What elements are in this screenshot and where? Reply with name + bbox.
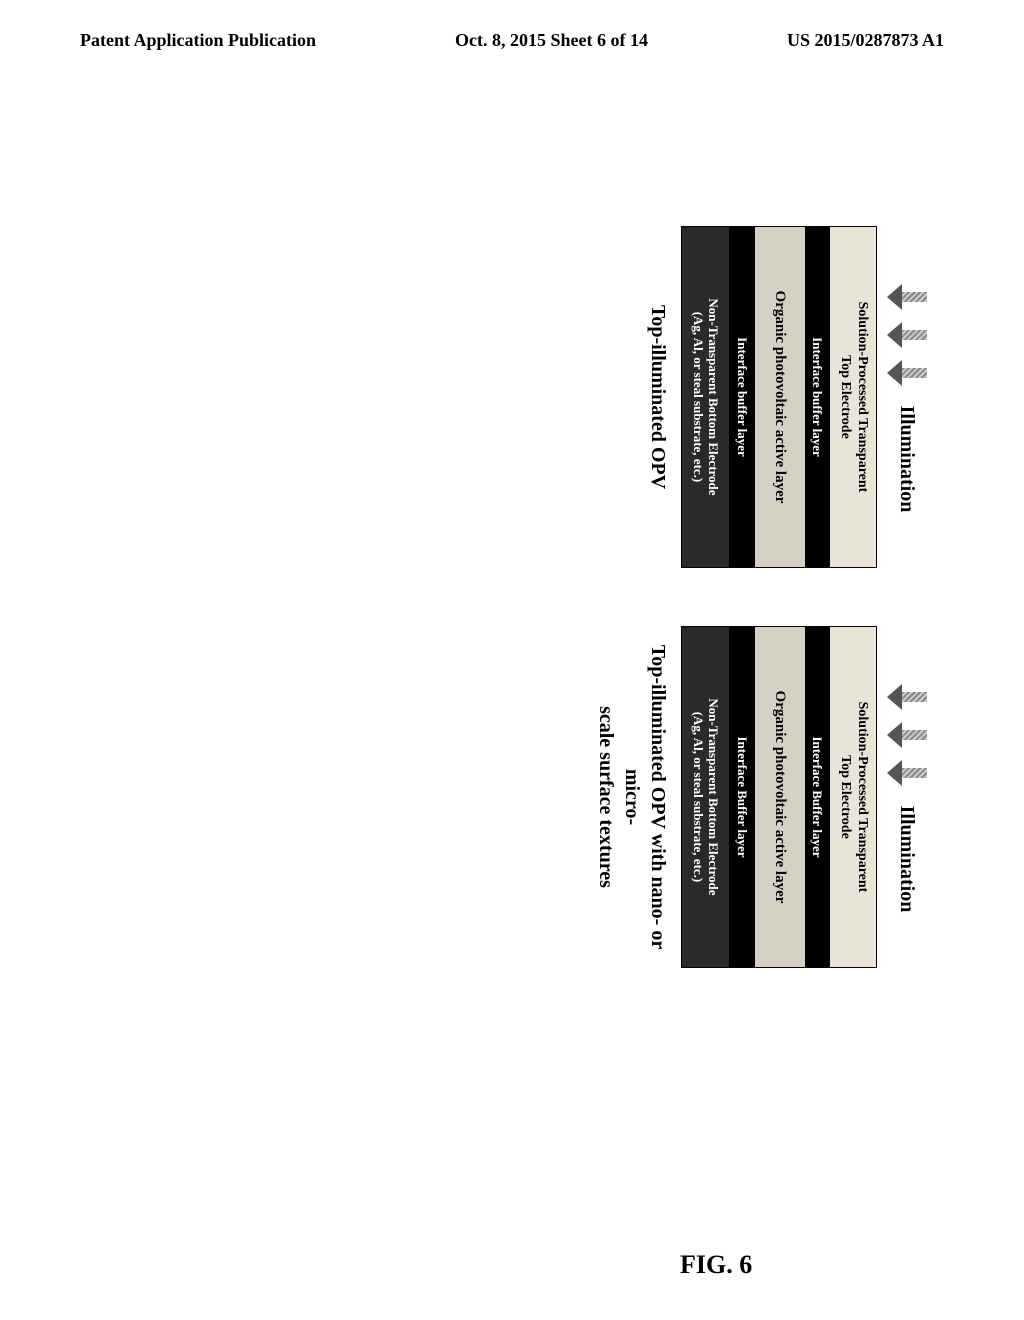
header-center: Oct. 8, 2015 Sheet 6 of 14 [455,30,648,51]
header-right: US 2015/0287873 A1 [787,30,944,51]
layer-stack-right: Solution-Processed TransparentTop Electr… [681,626,877,968]
down-arrow-icon [887,358,927,388]
illumination-row-left: Illumination [887,282,927,513]
down-arrow-icon [887,320,927,350]
layer-buffer-top: Interface buffer layer [805,227,831,567]
figure-label: FIG. 6 [680,1250,752,1280]
page-header: Patent Application Publication Oct. 8, 2… [0,0,1024,61]
header-left: Patent Application Publication [80,30,316,51]
layer-buffer-bottom: Interface buffer layer [729,227,755,567]
layer-bottom-electrode: Non-Transparent Bottom Electrode(Ag, Al,… [682,227,729,567]
layer-buffer-bottom: Interface Buffer layer [729,627,755,967]
diagram-caption-left: Top-illuminated OPV [645,305,671,489]
layer-buffer-top: Interface Buffer layer [805,627,831,967]
figure-area: Illumination Solution-Processed Transpar… [120,200,900,1100]
diagram-pair: Illumination Solution-Processed Transpar… [593,227,927,1007]
down-arrow-icon [887,758,927,788]
illumination-row-right: Illumination [887,682,927,913]
layer-active: Organic photovoltaic active layer [755,227,805,567]
layer-active: Organic photovoltaic active layer [755,627,805,967]
layer-top-electrode: Solution-Processed TransparentTop Electr… [830,227,876,567]
layer-bottom-electrode: Non-Transparent Bottom Electrode(Ag, Al,… [682,627,729,967]
layer-top-electrode: Solution-Processed TransparentTop Electr… [830,627,876,967]
down-arrow-icon [887,282,927,312]
diagram-caption-right: Top-illuminated OPV with nano- or micro-… [593,627,671,967]
illumination-label: Illumination [895,806,918,913]
illumination-label: Illumination [895,406,918,513]
diagram-right: Illumination Solution-Processed Transpar… [593,627,927,967]
layer-stack-left: Solution-Processed TransparentTop Electr… [681,226,877,568]
down-arrow-icon [887,682,927,712]
diagram-left: Illumination Solution-Processed Transpar… [593,227,927,567]
down-arrow-icon [887,720,927,750]
